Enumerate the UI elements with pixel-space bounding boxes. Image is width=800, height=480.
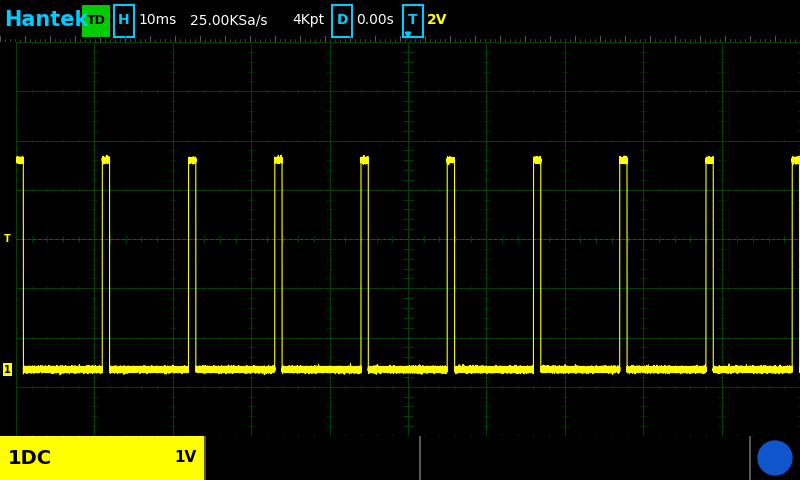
Text: B: B [779,453,786,463]
Text: 0.00s: 0.00s [356,13,394,27]
Text: G: G [428,448,444,468]
Text: T: T [408,13,418,27]
Text: 10ms: 10ms [138,13,176,27]
Text: 1: 1 [4,364,10,374]
Text: Hantek: Hantek [4,10,88,30]
Bar [114,5,134,37]
Bar [332,5,352,37]
Text: TD: TD [86,13,106,26]
Bar [0,436,205,480]
Bar [82,5,110,37]
Text: H: H [118,13,130,27]
Text: 2DC: 2DC [213,448,257,468]
Text: T: T [4,234,10,244]
Text: 25.00KSa/s: 25.00KSa/s [190,13,267,27]
Text: 4Kpt: 4Kpt [292,13,324,27]
Text: 2V: 2V [427,13,447,27]
Text: 1DC: 1DC [8,448,52,468]
Text: 1.00KHz: 1.00KHz [484,444,535,453]
Bar [403,5,423,37]
Text: 1V: 1V [390,451,412,466]
Text: 1.00Vpp  0mv: 1.00Vpp 0mv [484,463,570,473]
Circle shape [758,441,792,475]
Text: D: D [336,13,348,27]
Text: 1V: 1V [174,451,197,466]
